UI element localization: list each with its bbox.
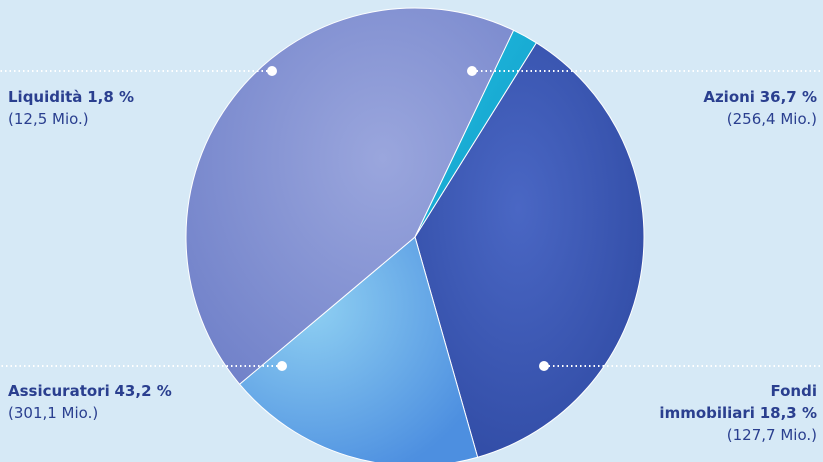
slice-assicuratori	[185, 7, 515, 385]
label-fondi-line2: immobiliari	[659, 404, 755, 422]
label-fondi-line1: Fondi	[770, 382, 817, 400]
label-azioni: Azioni 36,7 % (256,4 Mio.)	[703, 86, 817, 130]
leader-liquidita-dot	[267, 66, 277, 76]
label-liquidita-pct: 1,8 %	[87, 88, 135, 106]
leader-azioni-dot	[467, 66, 477, 76]
slice-liquidita	[414, 29, 538, 238]
label-assicuratori-amount: (301,1 Mio.)	[8, 404, 99, 422]
label-assicuratori-name: Assicuratori	[8, 382, 110, 400]
leader-assicuratori-dot	[277, 361, 287, 371]
label-liquidita-amount: (12,5 Mio.)	[8, 110, 89, 128]
label-liquidita-name: Liquidità	[8, 88, 83, 106]
label-fondi-amount: (127,7 Mio.)	[726, 426, 817, 444]
label-azioni-pct: 36,7 %	[759, 88, 817, 106]
slice-fondi-immobiliari	[238, 236, 479, 462]
label-liquidita: Liquidità 1,8 % (12,5 Mio.)	[8, 86, 134, 130]
label-azioni-name: Azioni	[703, 88, 755, 106]
slice-azioni	[414, 42, 645, 458]
label-fondi-pct: 18,3 %	[759, 404, 817, 422]
label-azioni-amount: (256,4 Mio.)	[726, 110, 817, 128]
label-assicuratori: Assicuratori 43,2 % (301,1 Mio.)	[8, 380, 172, 424]
label-assicuratori-pct: 43,2 %	[114, 382, 172, 400]
label-fondi-immobiliari: Fondi immobiliari 18,3 % (127,7 Mio.)	[659, 380, 817, 446]
leader-fondi-immobiliari-dot	[539, 361, 549, 371]
